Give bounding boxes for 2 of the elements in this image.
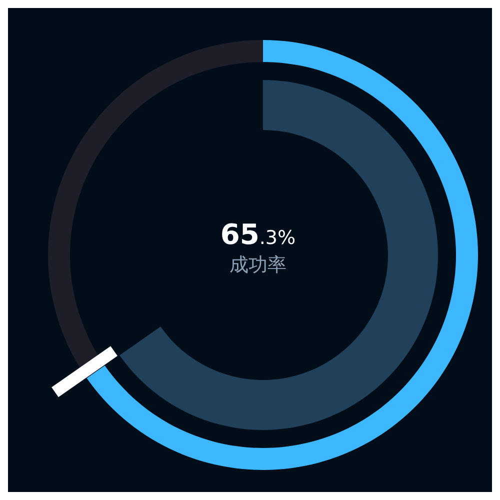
slice-label: 成功率: [230, 254, 286, 276]
text: 65.3%: [220, 218, 296, 251]
